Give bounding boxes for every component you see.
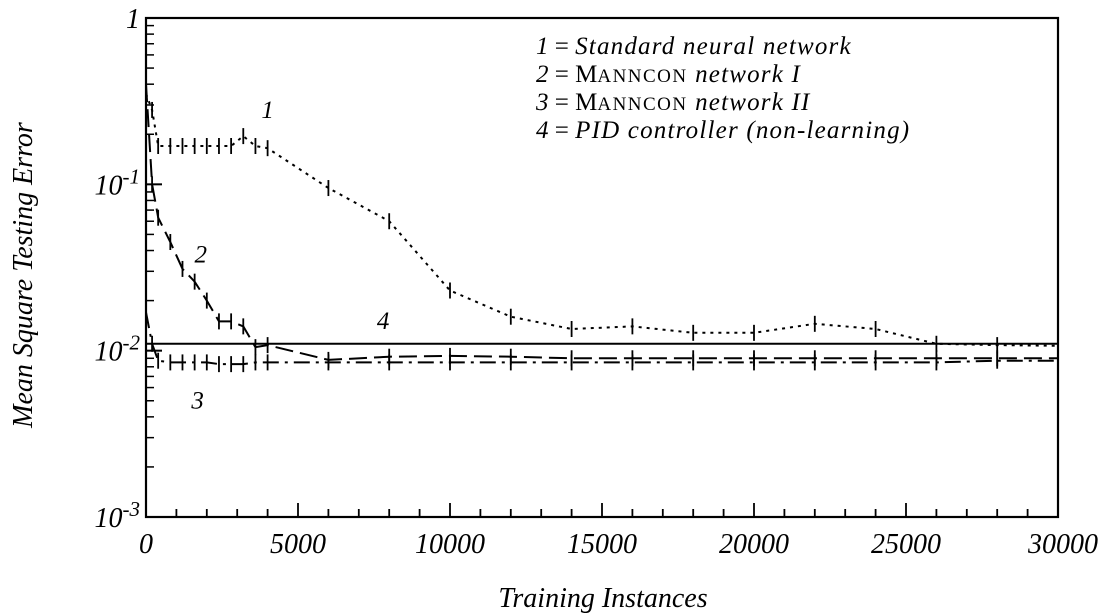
x-tick-label: 30000 <box>1027 529 1098 560</box>
y-axis-title: Mean Square Testing Error <box>8 122 39 429</box>
legend-entry-equals: = <box>549 33 576 60</box>
y-tick-base: 10 <box>95 503 123 534</box>
y-tick-exponent: -1 <box>123 164 141 188</box>
y-tick-exponent: -3 <box>123 497 141 521</box>
legend-entry-text: network II <box>688 89 811 116</box>
curve-label-3: 3 <box>190 387 204 414</box>
legend-entry-text: ANNCON <box>597 66 687 87</box>
y-tick-base: 10 <box>95 337 123 368</box>
x-tick-label: 5000 <box>270 529 326 560</box>
legend-entry-number: 1 <box>536 33 549 60</box>
curve-label-2: 2 <box>194 241 207 268</box>
y-tick-exponent: -2 <box>123 331 141 355</box>
series-layer <box>145 76 1059 373</box>
y-tick-label: 1 <box>126 4 140 35</box>
y-tick-base: 10 <box>95 170 123 201</box>
y-tick-label: 10-3 <box>95 497 141 534</box>
x-tick-label: 0 <box>139 529 153 560</box>
x-tick-label: 20000 <box>719 529 789 560</box>
x-tick-label: 10000 <box>415 529 485 560</box>
legend-entry-text: M <box>575 89 597 116</box>
legend-entry-3: 3 = MANNCON network II <box>535 89 811 116</box>
curve-labels: 1 2 3 4 <box>190 97 389 414</box>
legend-entry-equals: = <box>549 89 576 116</box>
legend-entry-equals: = <box>549 61 576 88</box>
legend-entry-equals: = <box>549 117 576 144</box>
x-axis-ticks: 0 5000 10000 15000 20000 25000 30000 <box>139 503 1098 560</box>
legend-entry-1: 1 = Standard neural network <box>536 33 852 60</box>
legend-entry-text: ANNCON <box>597 94 687 115</box>
legend-entry-2: 2 = MANNCON network I <box>536 61 801 88</box>
y-tick-base: 1 <box>126 4 140 35</box>
curve-label-4: 4 <box>377 308 390 335</box>
plot-frame <box>144 16 1060 519</box>
legend-entry-number: 3 <box>535 89 549 116</box>
plot-border <box>144 16 1060 519</box>
y-axis-ticks: 110-110-210-3 <box>95 4 162 534</box>
y-tick-label: 10-2 <box>95 331 141 368</box>
legend-entry-number: 2 <box>536 61 549 88</box>
x-tick-label: 15000 <box>567 529 637 560</box>
legend-entry-number: 4 <box>536 117 549 144</box>
series-3 <box>145 304 1059 373</box>
x-tick-label: 25000 <box>871 529 941 560</box>
legend-entry-text: M <box>575 61 597 88</box>
curve-label-1: 1 <box>261 97 274 124</box>
legend-entry-4: 4 = PID controller (non-learning) <box>536 117 910 144</box>
legend-entry-text: PID controller (non-learning) <box>574 117 910 144</box>
legend-entry-text: Standard neural network <box>575 33 852 60</box>
x-axis-title: Training Instances <box>498 583 707 614</box>
series-3-line <box>145 312 1058 366</box>
y-tick-label: 10-1 <box>95 164 141 201</box>
legend-entry-text: network I <box>688 61 802 88</box>
